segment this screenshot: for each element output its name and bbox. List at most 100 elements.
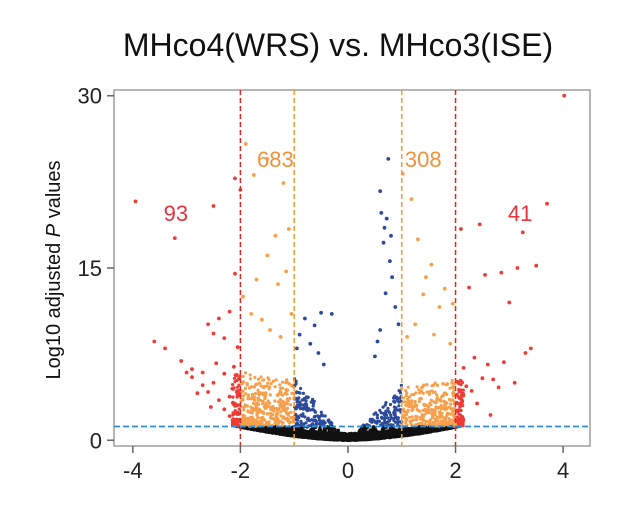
volcano-point xyxy=(303,430,307,434)
data-point xyxy=(523,351,528,355)
volcano-point xyxy=(321,414,325,418)
volcano-point xyxy=(457,381,461,386)
data-point xyxy=(235,410,240,415)
volcano-point xyxy=(420,429,424,433)
volcano-point xyxy=(246,409,250,413)
volcano-point xyxy=(427,405,431,409)
volcano-point xyxy=(428,392,432,396)
data-point xyxy=(520,230,525,235)
volcano-point xyxy=(314,422,318,426)
volcano-point xyxy=(461,388,465,392)
volcano-point xyxy=(248,410,252,414)
volcano-point xyxy=(388,418,392,423)
volcano-point xyxy=(430,416,434,420)
volcano-point xyxy=(294,379,298,383)
annotations: 93 683 308 41 xyxy=(164,147,533,226)
volcano-point xyxy=(241,389,245,393)
y-tick-label: 30 xyxy=(78,84,102,109)
data-point xyxy=(265,253,270,258)
data-point xyxy=(477,222,482,227)
volcano-point xyxy=(233,419,237,423)
volcano-point xyxy=(259,420,263,424)
data-point xyxy=(217,316,221,321)
data-point xyxy=(195,391,200,396)
volcano-point xyxy=(295,400,299,404)
volcano-point xyxy=(242,405,246,409)
volcano-point xyxy=(308,419,312,423)
data-point xyxy=(308,341,313,346)
volcano-point xyxy=(369,432,373,437)
volcano-point xyxy=(231,395,235,399)
volcano-point xyxy=(257,407,261,411)
volcano-point xyxy=(255,402,260,406)
data-point xyxy=(480,376,485,381)
volcano-point xyxy=(423,403,427,407)
volcano-point xyxy=(243,371,248,375)
volcano-point xyxy=(377,419,382,423)
volcano-point xyxy=(263,406,267,410)
data-point xyxy=(273,233,278,238)
volcano-point xyxy=(435,406,439,410)
volcano-point xyxy=(398,408,402,412)
data-point xyxy=(464,384,469,389)
volcano-point xyxy=(260,391,264,395)
volcano-point xyxy=(458,416,462,420)
volcano-point xyxy=(287,382,291,386)
volcano-point xyxy=(418,431,423,436)
volcano-point xyxy=(259,409,263,413)
data-point xyxy=(251,173,256,177)
volcano-point xyxy=(372,425,376,429)
volcano-point xyxy=(421,391,425,395)
volcano-point xyxy=(381,405,385,409)
volcano-point xyxy=(442,406,446,410)
volcano-point xyxy=(445,392,449,396)
data-point xyxy=(233,271,237,276)
x-tick-label: 4 xyxy=(557,458,569,483)
volcano-point xyxy=(422,383,426,387)
volcano-point xyxy=(269,381,273,386)
count-annotation: 683 xyxy=(257,147,294,172)
volcano-point xyxy=(318,419,322,423)
volcano-point xyxy=(447,405,451,409)
volcano-point xyxy=(452,390,456,394)
volcano-point xyxy=(410,408,414,412)
volcano-point xyxy=(386,406,390,410)
volcano-point xyxy=(266,412,270,416)
volcano-point xyxy=(364,434,369,438)
volcano-point xyxy=(406,397,410,401)
volcano-point xyxy=(383,435,387,439)
volcano-point xyxy=(445,401,449,405)
data-point xyxy=(260,317,264,322)
volcano-point xyxy=(447,420,451,424)
volcano-point xyxy=(407,400,411,404)
data-point xyxy=(200,370,205,375)
volcano-point xyxy=(285,402,289,406)
volcano-point xyxy=(254,424,258,428)
volcano-point xyxy=(417,399,421,404)
data-point xyxy=(545,201,549,206)
volcano-point xyxy=(457,396,461,400)
data-point xyxy=(432,332,436,337)
data-point xyxy=(448,341,453,346)
volcano-point xyxy=(406,431,410,435)
volcano-point xyxy=(276,412,280,416)
volcano-point xyxy=(425,390,429,394)
data-point xyxy=(303,316,307,321)
count-annotation: 308 xyxy=(405,147,442,172)
volcano-point xyxy=(236,385,240,389)
volcano-point xyxy=(376,432,380,436)
volcano-point xyxy=(308,436,312,440)
volcano-point xyxy=(278,398,282,402)
data-point xyxy=(254,277,259,282)
volcano-point xyxy=(461,403,465,408)
volcano-point xyxy=(403,400,407,404)
data-point xyxy=(206,322,211,327)
volcano-point xyxy=(270,429,274,433)
volcano-point xyxy=(297,431,301,435)
volcano-point xyxy=(302,435,306,439)
data-point xyxy=(284,269,288,274)
volcano-point xyxy=(262,411,266,416)
volcano-point xyxy=(449,402,453,406)
data-point xyxy=(488,413,493,417)
volcano-point xyxy=(280,431,284,435)
